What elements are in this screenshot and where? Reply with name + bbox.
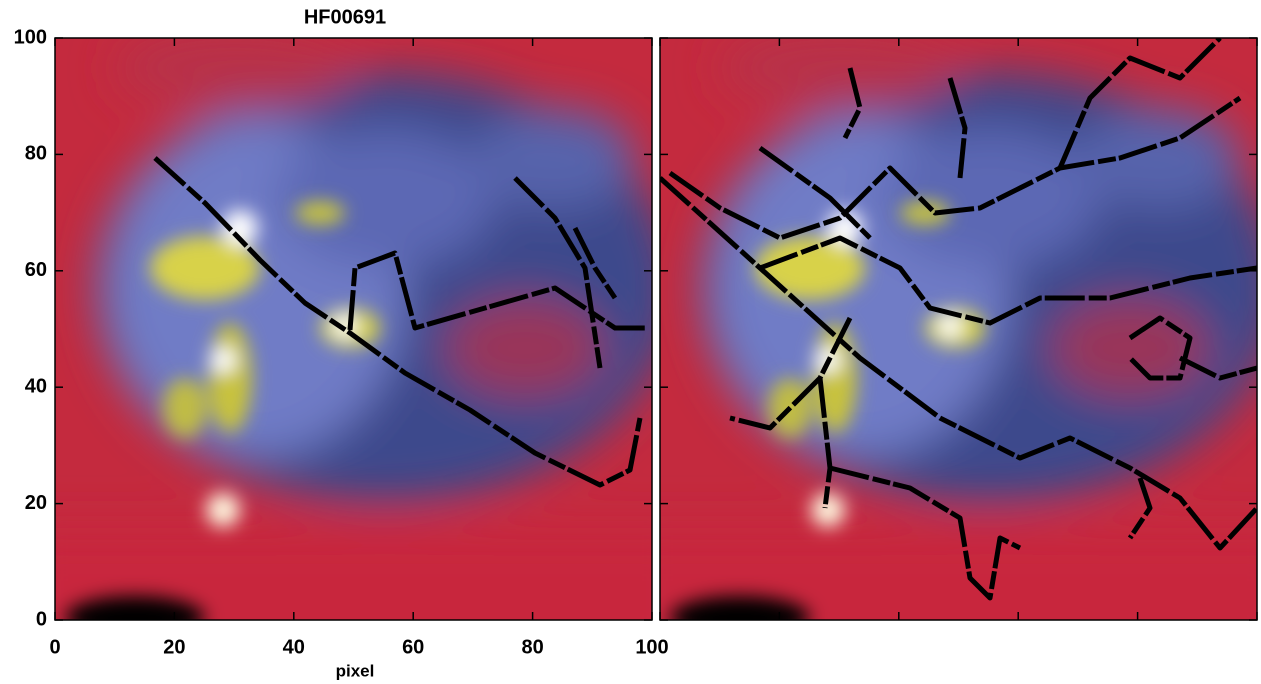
right-panel [659,37,1258,668]
chart-title: HF00691 [304,6,386,28]
x-tick-label: 0 [49,636,60,658]
y-tick-label: 60 [25,259,47,281]
y-tick-label: 100 [14,26,47,48]
x-tick-label: 20 [163,636,185,658]
filaments [660,38,1257,601]
map-image [660,38,1257,668]
x-tick-label: 100 [635,636,668,658]
y-tick-label: 20 [25,492,47,514]
y-tick-label: 80 [25,143,47,165]
filaments [153,156,645,488]
x-tick-label: 40 [283,636,305,658]
y-tick-label: 0 [36,608,47,630]
y-tick-label: 40 [25,375,47,397]
x-axis-label: pixel [336,661,375,680]
left-panel: 0 20 40 60 80 100 0 20 40 60 80 100 [14,26,695,668]
x-tick-label: 60 [402,636,424,658]
map-image [15,28,695,668]
x-tick-label: 80 [521,636,543,658]
